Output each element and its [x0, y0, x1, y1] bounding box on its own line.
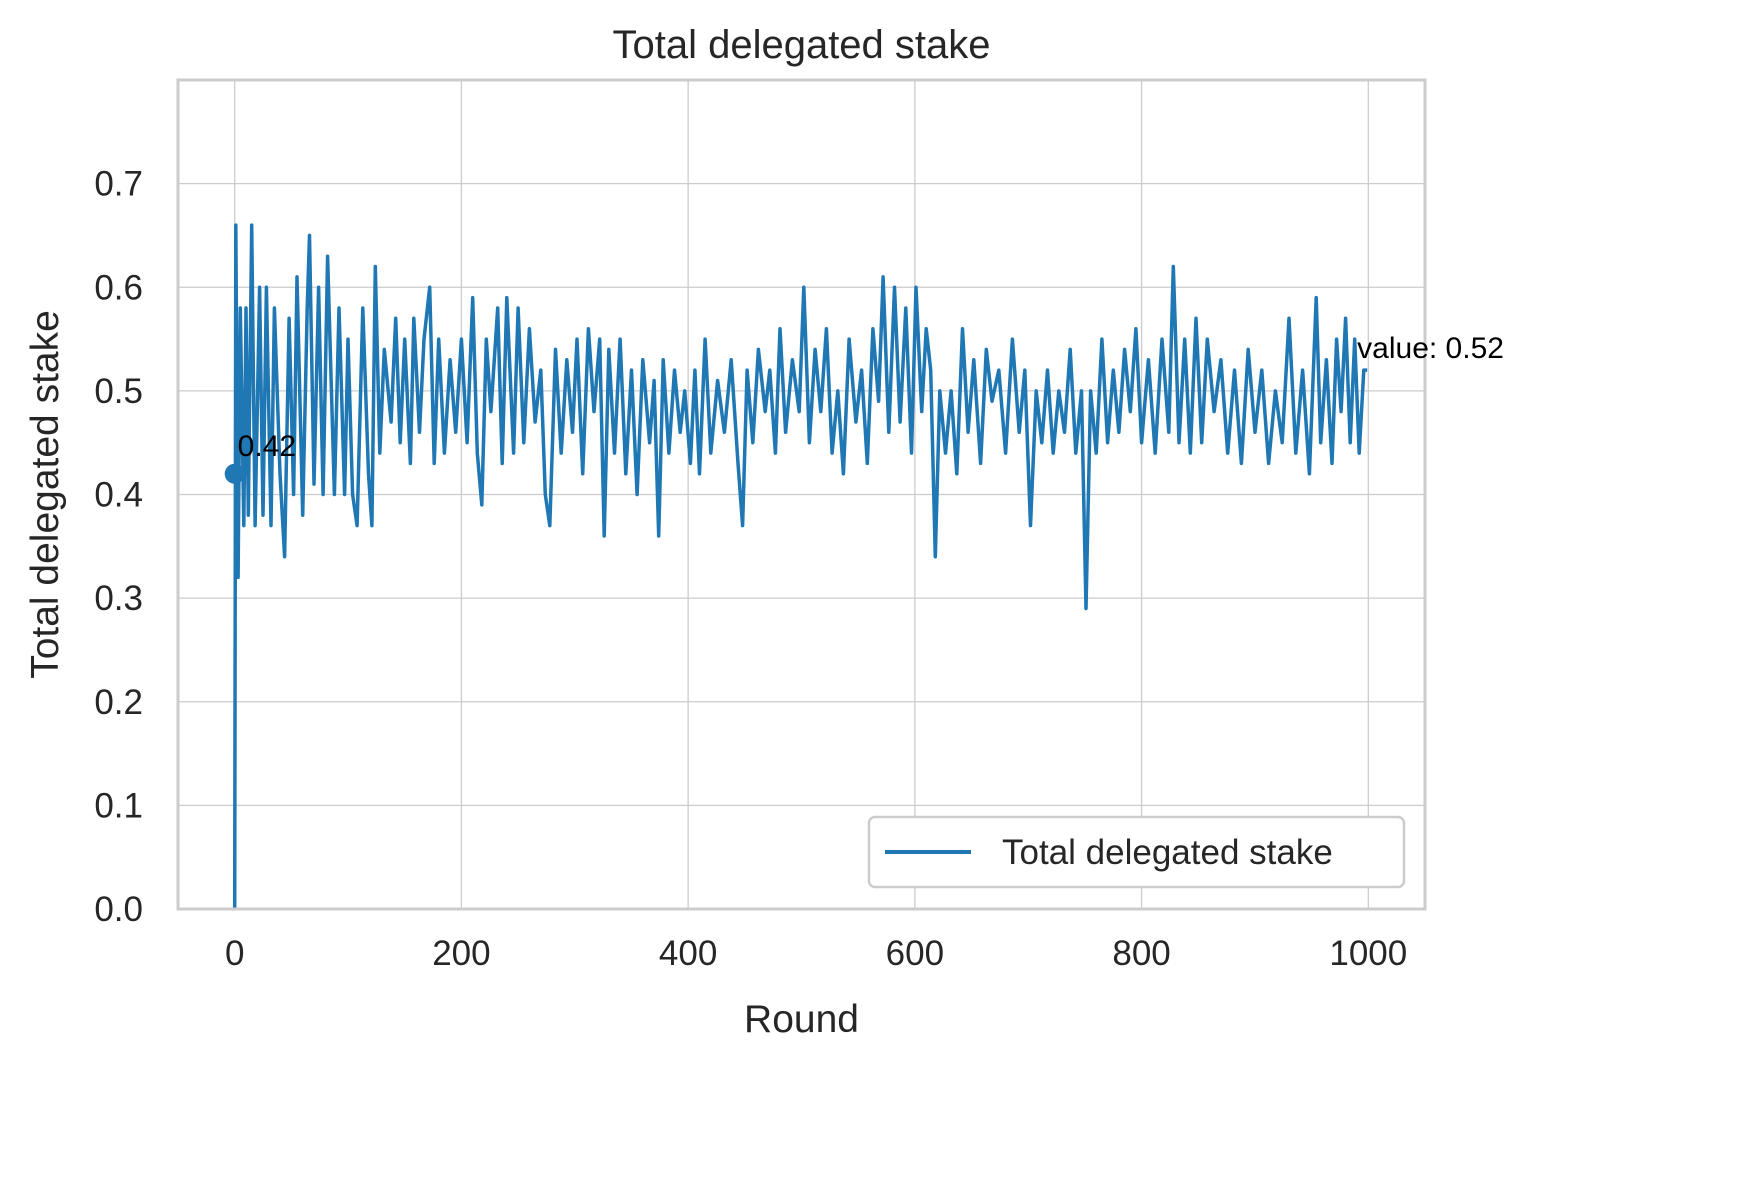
legend-label: Total delegated stake [1002, 833, 1333, 872]
y-axis-label: Total delegated stake [24, 310, 67, 679]
grid [178, 80, 1425, 910]
legend-box [867, 815, 1406, 889]
y-tick-label: 0.7 [94, 165, 143, 204]
y-axis-ticks: 0.0 0.1 0.2 0.3 0.4 0.5 0.6 0.7 [94, 165, 143, 929]
series-line [232, 223, 1368, 910]
plot-frame [176, 78, 1427, 911]
annotation-marker [224, 463, 245, 484]
series-layer [232, 223, 1368, 910]
y-tick-label: 0.1 [94, 786, 143, 825]
legend: Total delegated stake [867, 815, 1406, 889]
chart-title: Total delegated stake [612, 23, 990, 67]
annotations: 0.42 value: 0.52 [224, 332, 1504, 484]
y-tick-label: 0.0 [94, 890, 143, 929]
x-tick-label: 600 [886, 934, 944, 973]
annotation-label: 0.42 [238, 430, 296, 463]
x-axis-label: Round [744, 998, 859, 1041]
x-tick-label: 400 [659, 934, 717, 973]
y-tick-label: 0.5 [94, 372, 143, 411]
annotation-label: value: 0.52 [1357, 332, 1504, 365]
y-tick-label: 0.2 [94, 683, 143, 722]
x-tick-label: 1000 [1329, 934, 1407, 973]
x-tick-label: 200 [432, 934, 490, 973]
x-tick-label: 0 [225, 934, 244, 973]
x-tick-label: 800 [1112, 934, 1170, 973]
x-axis-ticks: 0 200 400 600 800 1000 [225, 934, 1407, 973]
y-tick-label: 0.4 [94, 476, 143, 515]
y-tick-label: 0.3 [94, 579, 143, 618]
y-tick-label: 0.6 [94, 268, 143, 307]
